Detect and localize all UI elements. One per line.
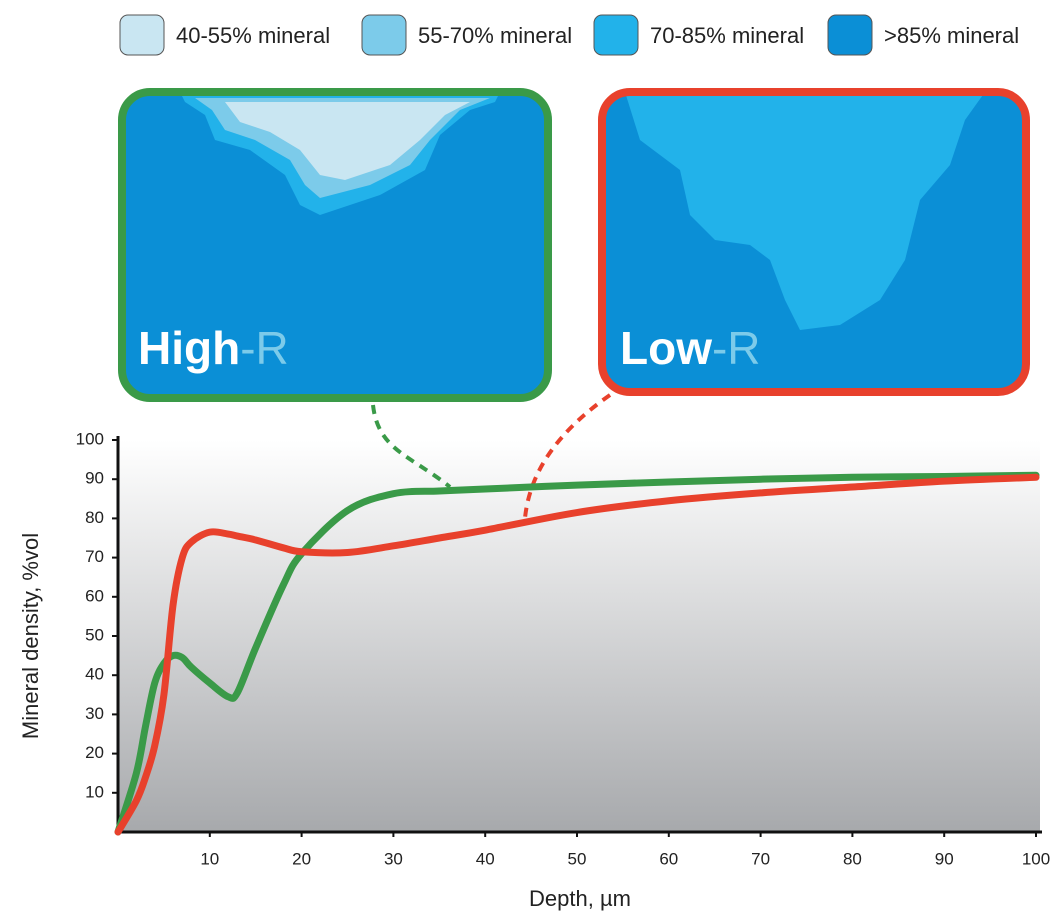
data-line [114,473,1040,836]
panel-label: High-R [138,322,289,374]
legend-swatch [119,14,165,56]
legend-label: >85% mineral [884,23,1019,48]
panel-label: Low-R [620,322,761,374]
low-r-panel [598,88,1030,396]
y-tick-label: 40 [85,665,104,684]
legend-swatch [827,14,873,56]
y-axis-label: Mineral density, %vol [18,533,43,739]
x-axis-label: Depth, µm [529,886,631,911]
legend-swatch [361,14,407,56]
x-tick-label: 10 [200,849,219,868]
x-tick-label: 30 [384,849,403,868]
legend-label: 55-70% mineral [418,23,572,48]
y-tick-label: 100 [76,429,104,448]
legend-label: 40-55% mineral [176,23,330,48]
connector [371,404,452,489]
legend-label: 70-85% mineral [650,23,804,48]
legend-swatch [593,14,639,56]
connector [523,393,612,519]
y-tick-label: 60 [85,586,104,605]
x-tick-label: 80 [843,849,862,868]
y-tick-label: 70 [85,547,104,566]
x-tick-label: 50 [568,849,587,868]
x-tick-label: 20 [292,849,311,868]
high-r-panel [118,88,552,402]
x-tick-label: 100 [1022,849,1050,868]
y-tick-label: 90 [85,469,104,488]
x-tick-label: 40 [476,849,495,868]
y-tick-label: 30 [85,704,104,723]
y-tick-label: 20 [85,743,104,762]
y-tick-label: 50 [85,625,104,644]
x-tick-label: 70 [751,849,770,868]
x-tick-label: 60 [659,849,678,868]
legend: 40-55% mineral 55-70% mineral 70-85% miner… [119,14,1019,56]
plot-background [118,440,1040,832]
y-tick-label: 80 [85,508,104,527]
x-tick-label: 90 [935,849,954,868]
y-tick-label: 10 [85,782,104,801]
